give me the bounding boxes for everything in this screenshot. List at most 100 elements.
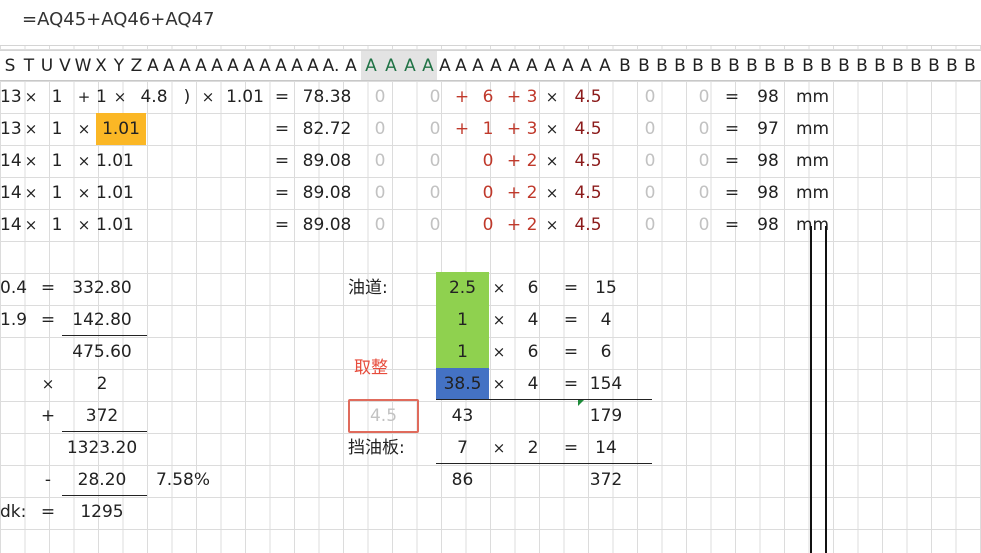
left-r2-value[interactable]: 142.80 — [72, 310, 132, 330]
top-row-1-times4[interactable] — [200, 113, 216, 145]
top-row-2-s[interactable]: 14 — [0, 151, 22, 171]
top-row-3-z2[interactable]: 0 — [429, 183, 441, 203]
top-row-0-times1[interactable]: × — [24, 88, 38, 106]
top-row-0-z3[interactable]: 0 — [644, 87, 656, 107]
column-header[interactable]: A — [599, 56, 611, 76]
top-row-2-op2[interactable]: × — [77, 152, 91, 170]
top-row-0-z2[interactable]: 0 — [429, 87, 441, 107]
top-row-0-op2[interactable]: + — [77, 88, 91, 106]
column-header[interactable]: B — [820, 56, 832, 76]
left-r6-value[interactable]: 1323.20 — [66, 438, 138, 458]
column-header[interactable]: T — [23, 56, 35, 76]
column-header[interactable]: A — [361, 51, 381, 80]
left-r7-value[interactable]: 28.20 — [77, 470, 127, 490]
top-row-3-unit[interactable]: mm — [796, 183, 830, 203]
top-row-0-times5[interactable]: × — [545, 88, 559, 106]
top-row-3-n2[interactable]: 2 — [526, 183, 538, 203]
top-row-1-n3[interactable]: 4.5 — [574, 119, 602, 139]
top-row-3-times4[interactable] — [200, 177, 216, 209]
top-row-2-aa[interactable] — [222, 145, 268, 177]
top-row-4-u[interactable]: 1 — [51, 215, 63, 235]
top-row-3-result[interactable]: 89.08 — [302, 183, 352, 203]
top-row-1-eq[interactable]: = — [274, 119, 290, 139]
top-row-2-paren[interactable] — [180, 145, 194, 177]
column-header[interactable]: A — [401, 51, 419, 80]
column-header[interactable]: Y — [113, 56, 125, 76]
top-row-2-eq2[interactable]: = — [724, 151, 740, 171]
top-row-0-unit[interactable]: mm — [796, 87, 830, 107]
top-row-4-eq[interactable]: = — [274, 215, 290, 235]
column-header[interactable]: B — [710, 56, 722, 76]
column-header[interactable]: W — [74, 56, 92, 76]
column-header[interactable]: A — [147, 56, 159, 76]
column-header[interactable]: B — [946, 56, 958, 76]
column-header[interactable]: A — [291, 56, 303, 76]
top-row-4-aa[interactable] — [222, 209, 268, 241]
column-header[interactable]: B — [874, 56, 886, 76]
top-row-1-z1[interactable]: 0 — [374, 119, 386, 139]
oil-r2-c[interactable]: 4 — [600, 310, 612, 330]
top-row-1-aa[interactable] — [222, 113, 268, 145]
column-header[interactable]: B — [802, 56, 814, 76]
column-header[interactable]: B — [764, 56, 776, 76]
column-header[interactable]: A — [345, 56, 357, 76]
formula-bar[interactable]: =AQ45+AQ46+AQ47 — [0, 0, 981, 46]
column-header[interactable]: A — [508, 56, 520, 76]
top-row-2-z4[interactable]: 0 — [698, 151, 710, 171]
column-header[interactable]: B — [692, 56, 704, 76]
top-row-3-sign1[interactable] — [452, 177, 472, 209]
top-row-2-w[interactable]: 1.01 — [96, 151, 134, 171]
column-header[interactable]: B — [728, 56, 740, 76]
top-row-3-paren[interactable] — [180, 177, 194, 209]
column-header[interactable]: B — [928, 56, 940, 76]
top-row-3-times1[interactable]: × — [24, 184, 38, 202]
top-row-2-times4[interactable] — [200, 145, 216, 177]
top-row-4-final[interactable]: 98 — [757, 215, 779, 235]
top-row-0-eq[interactable]: = — [274, 87, 290, 107]
spreadsheet-grid[interactable]: S T U V W X Y Z A A A A A A A A A A A A. A A A A A A A A A A A A A A A B B B B… — [0, 46, 981, 553]
oil-r1-c[interactable]: 15 — [595, 278, 617, 298]
oil-r1-a[interactable]: 2.5 — [436, 272, 489, 304]
column-header[interactable]: A — [544, 56, 556, 76]
top-row-3-z3[interactable]: 0 — [644, 183, 656, 203]
top-row-4-times3[interactable] — [112, 209, 128, 241]
top-row-0-w[interactable]: 1 — [96, 87, 107, 107]
top-row-1-sign1[interactable]: + — [454, 119, 470, 139]
top-row-4-sign2[interactable]: + — [506, 215, 522, 235]
column-header[interactable]: Z — [130, 56, 143, 76]
left-r4-value[interactable]: 2 — [96, 374, 108, 394]
column-header[interactable]: A — [526, 56, 538, 76]
top-row-1-z2[interactable]: 0 — [429, 119, 441, 139]
column-header[interactable]: B — [783, 56, 795, 76]
top-row-4-op2[interactable]: × — [77, 216, 91, 234]
top-row-4-n1[interactable]: 0 — [482, 215, 494, 235]
column-header[interactable]: U — [40, 56, 54, 76]
top-row-2-sign1[interactable] — [452, 145, 472, 177]
top-row-0-aa[interactable]: 1.01 — [226, 87, 264, 107]
column-header[interactable]: A — [439, 56, 451, 76]
top-row-0-sign2[interactable]: + — [506, 87, 522, 107]
column-header[interactable]: A — [562, 56, 574, 76]
formula-text[interactable]: =AQ45+AQ46+AQ47 — [22, 9, 215, 30]
column-header[interactable]: B — [656, 56, 668, 76]
column-header[interactable]: B — [910, 56, 922, 76]
top-row-4-y[interactable] — [134, 209, 174, 241]
top-row-2-z1[interactable]: 0 — [374, 151, 386, 171]
column-header[interactable]: B — [856, 56, 868, 76]
top-row-4-unit[interactable]: mm — [796, 215, 830, 235]
top-row-2-times5[interactable]: × — [545, 152, 559, 170]
oil-r3-a[interactable]: 1 — [436, 336, 489, 368]
top-row-1-paren[interactable] — [180, 113, 194, 145]
column-header[interactable]: A — [243, 56, 255, 76]
top-row-4-times5[interactable]: × — [545, 216, 559, 234]
top-row-2-final[interactable]: 98 — [757, 151, 779, 171]
top-row-4-times4[interactable] — [200, 209, 216, 241]
top-row-4-z4[interactable]: 0 — [698, 215, 710, 235]
top-row-2-result[interactable]: 89.08 — [302, 151, 352, 171]
column-header[interactable]: B — [838, 56, 850, 76]
top-row-2-sign2[interactable]: + — [506, 151, 522, 171]
column-header[interactable]: A — [227, 56, 239, 76]
top-row-3-final[interactable]: 98 — [757, 183, 779, 203]
column-header[interactable]: A — [179, 56, 191, 76]
top-row-3-times3[interactable] — [112, 177, 128, 209]
